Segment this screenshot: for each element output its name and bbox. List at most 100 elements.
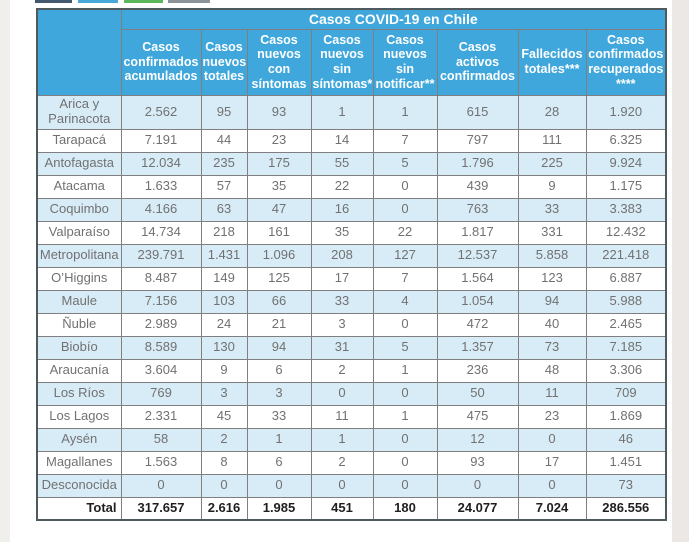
value-cell: 3 bbox=[246, 381, 312, 406]
region-cell: Coquimbo bbox=[36, 197, 122, 222]
value-cell: 12 bbox=[436, 427, 519, 452]
value-cell: 769 bbox=[120, 381, 202, 406]
table-row: Desconocida 0 0 0 0 0 0 0 73 bbox=[36, 473, 667, 498]
value-cell: 35 bbox=[246, 174, 312, 199]
value-cell: 9.924 bbox=[585, 151, 667, 176]
value-cell: 472 bbox=[436, 312, 519, 337]
value-cell: 63 bbox=[200, 197, 248, 222]
value-cell: 1 bbox=[372, 358, 438, 383]
value-cell: 5 bbox=[372, 335, 438, 360]
value-cell: 221.418 bbox=[585, 243, 667, 268]
value-cell: 1.175 bbox=[585, 174, 667, 199]
value-cell: 23 bbox=[246, 128, 312, 153]
region-cell: Valparaíso bbox=[36, 220, 122, 245]
table-row: Los Ríos 769 3 3 0 0 50 11 709 bbox=[36, 381, 667, 406]
table-row: Coquimbo 4.166 63 47 16 0 763 33 3.383 bbox=[36, 197, 667, 222]
total-value-cell: 286.556 bbox=[585, 496, 667, 521]
value-cell: 3 bbox=[310, 312, 374, 337]
top-tab-blue[interactable] bbox=[78, 0, 118, 3]
value-cell: 33 bbox=[246, 404, 312, 429]
value-cell: 40 bbox=[517, 312, 587, 337]
value-cell: 7.191 bbox=[120, 128, 202, 153]
value-cell: 0 bbox=[120, 473, 202, 498]
value-cell: 4 bbox=[372, 289, 438, 314]
value-cell: 0 bbox=[200, 473, 248, 498]
region-cell: Biobío bbox=[36, 335, 122, 360]
region-cell: Tarapacá bbox=[36, 128, 122, 153]
value-cell: 797 bbox=[436, 128, 519, 153]
total-value-cell: 451 bbox=[310, 496, 374, 521]
value-cell: 1.054 bbox=[436, 289, 519, 314]
region-cell: Aysén bbox=[36, 427, 122, 452]
value-cell: 1.564 bbox=[436, 266, 519, 291]
region-cell: Los Lagos bbox=[36, 404, 122, 429]
total-value-cell: 24.077 bbox=[436, 496, 519, 521]
page-right-margin bbox=[672, 0, 689, 542]
total-value-cell: 180 bbox=[372, 496, 438, 521]
region-cell: Desconocida bbox=[36, 473, 122, 498]
value-cell: 28 bbox=[517, 94, 587, 130]
value-cell: 161 bbox=[246, 220, 312, 245]
value-cell: 0 bbox=[517, 473, 587, 498]
top-tab-navy[interactable] bbox=[35, 0, 72, 3]
value-cell: 22 bbox=[372, 220, 438, 245]
value-cell: 11 bbox=[310, 404, 374, 429]
table-row: Antofagasta 12.034 235 175 55 5 1.796 225 9.924 bbox=[36, 151, 667, 176]
value-cell: 93 bbox=[246, 94, 312, 130]
value-cell: 0 bbox=[246, 473, 312, 498]
column-header-5: Casos nuevos sin notificar** bbox=[372, 28, 438, 96]
column-header-7: Fallecidos totales*** bbox=[517, 28, 587, 96]
value-cell: 2.562 bbox=[120, 94, 202, 130]
value-cell: 9 bbox=[517, 174, 587, 199]
value-cell: 24 bbox=[200, 312, 248, 337]
value-cell: 175 bbox=[246, 151, 312, 176]
region-cell: Los Ríos bbox=[36, 381, 122, 406]
value-cell: 1.563 bbox=[120, 450, 202, 475]
value-cell: 17 bbox=[517, 450, 587, 475]
total-value-cell: 2.616 bbox=[200, 496, 248, 521]
value-cell: 615 bbox=[436, 94, 519, 130]
value-cell: 55 bbox=[310, 151, 374, 176]
value-cell: 73 bbox=[517, 335, 587, 360]
value-cell: 0 bbox=[372, 473, 438, 498]
value-cell: 5 bbox=[372, 151, 438, 176]
value-cell: 35 bbox=[310, 220, 374, 245]
value-cell: 6 bbox=[246, 450, 312, 475]
value-cell: 33 bbox=[310, 289, 374, 314]
value-cell: 6.887 bbox=[585, 266, 667, 291]
value-cell: 0 bbox=[372, 312, 438, 337]
value-cell: 12.034 bbox=[120, 151, 202, 176]
region-cell: O’Higgins bbox=[36, 266, 122, 291]
total-value-cell: 1.985 bbox=[246, 496, 312, 521]
value-cell: 1 bbox=[372, 94, 438, 130]
value-cell: 94 bbox=[246, 335, 312, 360]
region-cell: Antofagasta bbox=[36, 151, 122, 176]
value-cell: 149 bbox=[200, 266, 248, 291]
table-row: Ñuble 2.989 24 21 3 0 472 40 2.465 bbox=[36, 312, 667, 337]
value-cell: 94 bbox=[517, 289, 587, 314]
table-title: Casos COVID-19 en Chile bbox=[120, 8, 667, 30]
value-cell: 0 bbox=[372, 197, 438, 222]
value-cell: 127 bbox=[372, 243, 438, 268]
value-cell: 763 bbox=[436, 197, 519, 222]
column-header-6: Casos activos confirmados bbox=[436, 28, 519, 96]
page-left-margin bbox=[0, 0, 10, 542]
value-cell: 8.487 bbox=[120, 266, 202, 291]
value-cell: 47 bbox=[246, 197, 312, 222]
value-cell: 21 bbox=[246, 312, 312, 337]
table-row: O’Higgins 8.487 149 125 17 7 1.564 123 6.887 bbox=[36, 266, 667, 291]
value-cell: 23 bbox=[517, 404, 587, 429]
value-cell: 17 bbox=[310, 266, 374, 291]
value-cell: 0 bbox=[372, 174, 438, 199]
value-cell: 0 bbox=[372, 450, 438, 475]
table-row: Aysén 58 2 1 1 0 12 0 46 bbox=[36, 427, 667, 452]
top-tab-green[interactable] bbox=[124, 0, 163, 3]
value-cell: 2.331 bbox=[120, 404, 202, 429]
value-cell: 125 bbox=[246, 266, 312, 291]
top-tab-gray[interactable] bbox=[168, 0, 210, 3]
value-cell: 7 bbox=[372, 266, 438, 291]
value-cell: 236 bbox=[436, 358, 519, 383]
value-cell: 44 bbox=[200, 128, 248, 153]
value-cell: 45 bbox=[200, 404, 248, 429]
table-row: Metropolitana 239.791 1.431 1.096 208 127 12.5… bbox=[36, 243, 667, 268]
